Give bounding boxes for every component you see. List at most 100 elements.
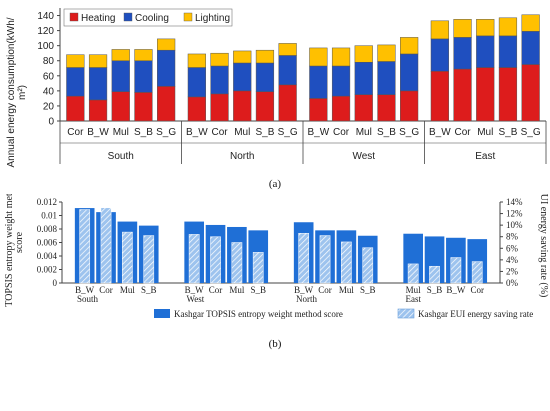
bar-eui-saving-rate [231,242,243,284]
group-label: North [296,294,317,304]
bar-heating [278,84,297,122]
y-tick-label: 0.012 [37,197,57,207]
legend-swatch-score [154,309,170,318]
bar-eui-saving-rate [471,261,483,284]
y2-tick-label: 8% [506,232,519,242]
category-label: Cor [209,285,223,295]
y-tick-label: 120 [37,26,54,37]
y-tick-label: 0.008 [37,224,58,234]
category-label: S_G [156,127,176,138]
bar-lighting [255,49,275,64]
category-label: Mul [339,285,355,295]
category-label: Mul [229,285,245,295]
category-label: Mul [120,285,136,295]
bar-heating [309,98,328,122]
category-label: Mul [406,285,422,295]
y-axis-label-line: TOPSIS entropy weight method [4,194,15,307]
category-label: B_W [294,285,314,295]
category-label: Cor [99,285,113,295]
bar-cooling [111,60,130,92]
bar-heating [111,91,130,122]
group-label: South [77,294,99,304]
bar-cooling [210,65,229,95]
category-label: B_W [308,127,330,138]
bar-heating [400,90,419,122]
bar-heating [187,96,206,122]
category-label: Cor [470,285,484,295]
bar-lighting [278,43,297,56]
bar-lighting [88,54,108,68]
legend-swatch-lighting [183,12,193,22]
category-label: B_W [185,285,205,295]
bar-heating [88,99,108,122]
category-label: B_W [429,127,451,138]
category-label: S_B [377,127,396,138]
legend-label: Kashgar TOPSIS entropy weight method sco… [174,309,343,319]
bar-cooling [309,65,328,99]
y2-tick-label: 6% [506,243,519,253]
bar-lighting [476,19,495,37]
category-label: Mul [477,127,493,138]
category-label: S_B [134,127,153,138]
category-label: S_G [399,127,419,138]
bar-lighting [210,52,229,67]
bar-lighting [400,37,419,55]
y-tick-label: 0.004 [37,251,58,261]
bar-lighting [331,47,351,67]
group-label: North [230,151,254,162]
bar-lighting [453,19,472,38]
legend: Heating Cooling Lighting [63,8,233,27]
bar-cooling [521,31,540,65]
y2-tick-label: 10% [506,220,523,230]
bar-cooling [233,62,252,92]
legend-swatch-heating [69,12,79,22]
y2-tick-label: 12% [506,209,523,219]
bar-cooling [66,67,85,97]
category-label: S_B [141,285,157,295]
bar-heating [476,67,495,122]
group-label: West [352,151,375,162]
bar-lighting [430,20,449,40]
y-axis-label: TOPSIS entropy weight methodscore [4,194,25,307]
bar-cooling [187,67,206,98]
bar-lighting [66,54,85,68]
bar-lighting [498,17,518,37]
y2-tick-label: 4% [506,255,519,265]
bar-eui-saving-rate [122,231,133,284]
bar-eui-saving-rate [407,263,419,284]
y-tick-label: 0.002 [37,265,57,275]
category-label: S_B [498,127,517,138]
category-label: S_B [250,285,266,295]
bar-cooling [88,67,108,101]
panel-label-b: (b) [269,338,282,350]
bar-lighting [521,14,540,32]
bar-cooling [430,38,449,72]
bar-eui-saving-rate [429,265,440,284]
legend-swatch-rate [397,308,415,319]
bar-lighting [233,50,252,64]
category-label: S_B [255,127,274,138]
bar-cooling [377,61,396,95]
bar-eui-saving-rate [298,232,310,284]
bar-eui-saving-rate [341,241,352,284]
legend-label: Kashgar EUI energy saving rate [418,309,533,319]
legend: Kashgar TOPSIS entropy weight method sco… [154,308,533,319]
category-label: Cor [333,127,350,138]
bar-eui-saving-rate [143,235,155,284]
bar-eui-saving-rate [188,234,200,284]
y-axis-label-line: Annual energy consumption(kWh/ [6,17,17,167]
chart-b-topsis-score: TOPSIS entropy weight methodscore EUI ene… [4,194,549,350]
legend-label: Heating [81,13,115,24]
bar-cooling [400,53,419,92]
bar-cooling [476,35,495,68]
bar-lighting [309,47,328,67]
y-axis-label-line: score [14,231,25,253]
bar-heating [331,95,351,122]
y2-tick-label: 0% [506,278,519,288]
bar-eui-saving-rate [100,207,112,284]
group-label: South [108,151,134,162]
bar-heating [157,86,176,122]
y-tick-label: 20 [43,101,55,112]
legend-label: Cooling [135,13,169,24]
